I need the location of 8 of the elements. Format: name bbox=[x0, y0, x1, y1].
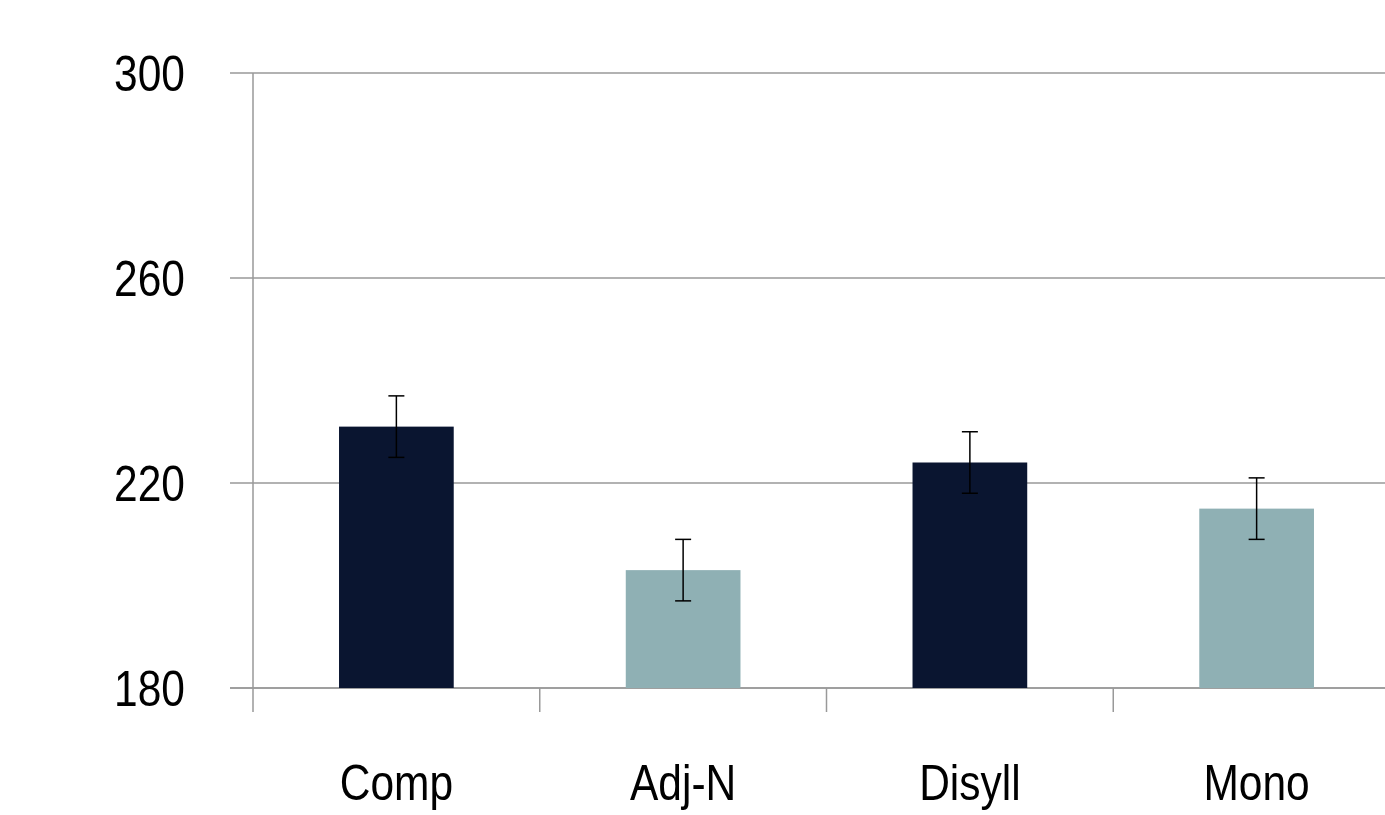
x-tick-label: Disyll bbox=[919, 754, 1021, 811]
y-tick-label: 300 bbox=[114, 45, 185, 102]
x-tick-label: Comp bbox=[339, 754, 454, 811]
y-tick-label: 180 bbox=[114, 660, 185, 717]
y-tick-label: 220 bbox=[114, 455, 185, 512]
x-tick-label: Mono bbox=[1203, 754, 1310, 811]
x-tick-label: Adj-N bbox=[630, 754, 737, 811]
y-tick-label: 260 bbox=[114, 250, 185, 307]
